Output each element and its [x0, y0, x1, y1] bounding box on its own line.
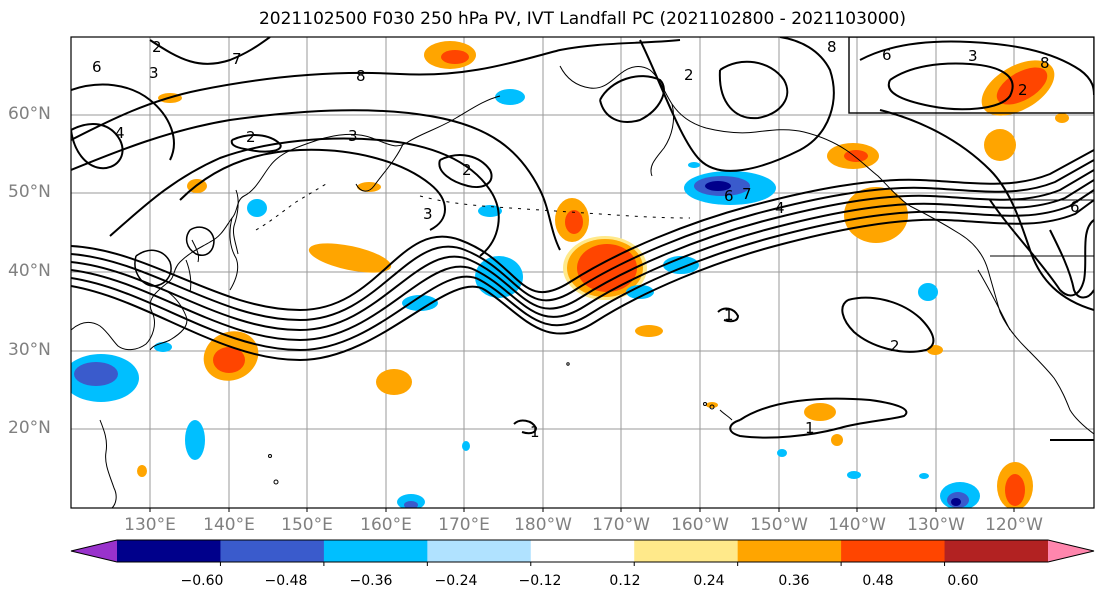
colorbar-segment [323, 540, 428, 562]
contour-label: 3 [968, 47, 978, 65]
lat-label-30n: 30°N [8, 340, 51, 360]
lon-label-140w: 140°W [828, 515, 886, 535]
lat-label-40n: 40°N [8, 261, 51, 281]
lon-label-150e: 150°E [281, 515, 333, 535]
inset-region-box [848, 37, 1094, 114]
contour-label: 3 [423, 205, 433, 223]
lon-label-180w: 180°W [514, 515, 572, 535]
contour-label: 2 [684, 66, 694, 84]
colorbar-segment [634, 540, 739, 562]
colorbar-segment [737, 540, 842, 562]
contour-label: 2 [246, 128, 256, 146]
contour-label: 1 [805, 419, 815, 437]
contour-label: 1 [530, 423, 540, 441]
colorbar-segment [427, 540, 532, 562]
colorbar-tick-label: 0.60 [947, 573, 979, 589]
contour-label: 4 [115, 124, 125, 142]
map-title: 2021102500 F030 250 hPa PV, IVT Landfall… [258, 9, 906, 29]
contour-label: 8 [827, 38, 837, 56]
contour-label: 7 [742, 185, 752, 203]
contour-label: 2 [1018, 81, 1028, 99]
colorbar-tick-label: 0.48 [862, 573, 894, 589]
contour-label: 8 [356, 67, 366, 85]
colorbar-extend-low [71, 540, 117, 562]
axis-ticks [149, 508, 1015, 512]
lat-label-20n: 20°N [8, 418, 51, 438]
contour-label: 6 [724, 187, 734, 205]
contour-labels: 6 2 3 8 7 2 3 2 3 4 8 2 8 6 3 2 6 7 4 2 … [92, 38, 1080, 441]
lon-label-160e: 160°E [360, 515, 412, 535]
pv-contour-details [134, 226, 215, 287]
contour-label: 2 [152, 38, 162, 56]
contour-label: 6 [882, 46, 892, 64]
colorbar-tick-label: 0.24 [693, 573, 725, 589]
contour-label: 7 [232, 50, 242, 68]
colorbar-segment [944, 540, 1049, 562]
colorbar-segment [117, 540, 221, 562]
ivt-negative-anomalies [71, 89, 980, 508]
gridlines [71, 37, 1094, 508]
colorbar-segment [220, 540, 325, 562]
lat-label-60n: 60°N [8, 104, 51, 124]
contour-label: 3 [348, 127, 358, 145]
colorbar [70, 539, 1095, 566]
contour-label: 6 [1070, 198, 1080, 216]
lon-label-130w: 130°W [907, 515, 965, 535]
colorbar-tick-label: 0.36 [778, 573, 810, 589]
contour-label: 2 [462, 161, 472, 179]
contour-label: 4 [775, 199, 785, 217]
lon-label-160w: 160°W [671, 515, 729, 535]
colorbar-extend-high [1048, 540, 1094, 562]
lon-label-170e: 170°E [438, 515, 490, 535]
colorbar-tick-label: −0.48 [264, 573, 308, 589]
colorbar-tick-label: −0.60 [180, 573, 224, 589]
lon-label-120w: 120°W [985, 515, 1043, 535]
pv-contours [71, 37, 1094, 441]
colorbar-tick-label: −0.12 [518, 573, 562, 589]
lon-label-150w: 150°W [750, 515, 808, 535]
colorbar-outline [70, 539, 1095, 563]
colorbar-tick-label: 0.12 [609, 573, 641, 589]
colorbar-segment [841, 540, 946, 562]
colorbar-tick-label: −0.24 [434, 573, 478, 589]
lon-label-140e: 140°E [203, 515, 255, 535]
contour-label: 6 [92, 58, 102, 76]
lon-label-130e: 130°E [124, 515, 176, 535]
lat-label-50n: 50°N [8, 182, 51, 202]
lon-label-170w: 170°W [592, 515, 650, 535]
contour-label: 1 [724, 306, 734, 324]
contour-label: 3 [149, 64, 159, 82]
colorbar-segment [530, 540, 635, 562]
contour-label: 2 [890, 337, 900, 355]
colorbar-tick-label: −0.36 [349, 573, 393, 589]
contour-label: 8 [1040, 54, 1050, 72]
